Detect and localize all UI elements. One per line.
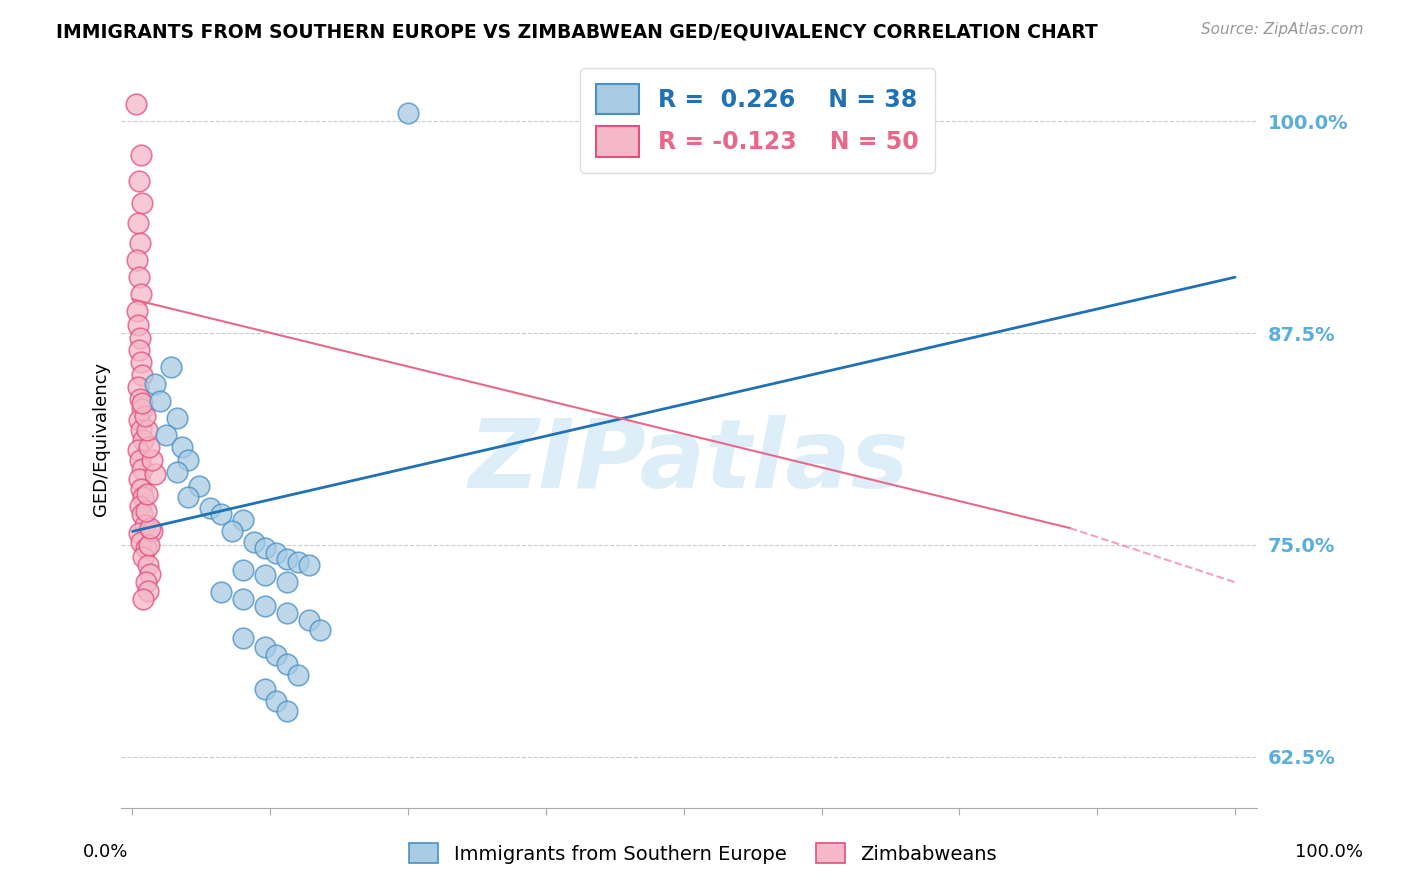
Point	[276, 575, 298, 590]
Point	[131, 368, 153, 383]
Point	[127, 216, 149, 230]
Point	[198, 500, 221, 515]
Point	[125, 97, 148, 112]
Point	[138, 440, 160, 454]
Point	[129, 331, 152, 345]
Point	[166, 465, 188, 479]
Point	[253, 599, 276, 613]
Point	[128, 472, 150, 486]
Point	[132, 433, 155, 447]
Point	[129, 423, 152, 437]
Point	[160, 359, 183, 374]
Point	[143, 376, 166, 391]
Point	[264, 546, 287, 560]
Point	[253, 681, 276, 696]
Y-axis label: GED/Equivalency: GED/Equivalency	[93, 362, 110, 516]
Point	[287, 555, 309, 569]
Point	[172, 440, 194, 454]
Point	[253, 568, 276, 582]
Point	[129, 148, 152, 162]
Point	[276, 657, 298, 671]
Text: 100.0%: 100.0%	[1295, 843, 1362, 861]
Point	[149, 393, 172, 408]
Point	[139, 521, 162, 535]
Point	[135, 575, 157, 590]
Point	[166, 410, 188, 425]
Text: IMMIGRANTS FROM SOUTHERN EUROPE VS ZIMBABWEAN GED/EQUIVALENCY CORRELATION CHART: IMMIGRANTS FROM SOUTHERN EUROPE VS ZIMBA…	[56, 22, 1098, 41]
Point	[232, 563, 254, 577]
Point	[136, 558, 159, 573]
Text: Source: ZipAtlas.com: Source: ZipAtlas.com	[1201, 22, 1364, 37]
Point	[128, 173, 150, 187]
Point	[141, 453, 163, 467]
Point	[139, 566, 162, 581]
Point	[135, 504, 157, 518]
Point	[276, 606, 298, 620]
Point	[276, 704, 298, 718]
Point	[131, 195, 153, 210]
Legend: Immigrants from Southern Europe, Zimbabweans: Immigrants from Southern Europe, Zimbabw…	[399, 833, 1007, 873]
Point	[129, 482, 152, 496]
Point	[143, 467, 166, 481]
Point	[138, 538, 160, 552]
Point	[176, 491, 198, 505]
Point	[127, 318, 149, 332]
Point	[264, 694, 287, 708]
Text: 0.0%: 0.0%	[83, 843, 128, 861]
Point	[242, 534, 264, 549]
Point	[129, 392, 152, 407]
Point	[298, 613, 321, 627]
Point	[134, 409, 156, 424]
Point	[128, 412, 150, 426]
Point	[131, 461, 153, 475]
Point	[125, 304, 148, 318]
Point	[209, 585, 232, 599]
Point	[253, 541, 276, 556]
Point	[136, 583, 159, 598]
Point	[127, 380, 149, 394]
Point	[232, 592, 254, 607]
Point	[128, 343, 150, 357]
Point	[287, 668, 309, 682]
Text: ZIPatlas: ZIPatlas	[470, 415, 910, 508]
Point	[176, 453, 198, 467]
Point	[232, 631, 254, 645]
Point	[128, 526, 150, 541]
Point	[135, 423, 157, 437]
Point	[128, 270, 150, 285]
Point	[209, 508, 232, 522]
Point	[396, 105, 419, 120]
Point	[134, 517, 156, 532]
Point	[129, 453, 152, 467]
Point	[135, 487, 157, 501]
Point	[132, 491, 155, 505]
Point	[131, 395, 153, 409]
Point	[129, 534, 152, 549]
Point	[155, 427, 177, 442]
Point	[276, 551, 298, 566]
Point	[125, 253, 148, 268]
Point	[129, 236, 152, 251]
Point	[264, 648, 287, 662]
Point	[127, 443, 149, 458]
Point	[135, 541, 157, 556]
Point	[132, 549, 155, 564]
Point	[129, 355, 152, 369]
Point	[131, 402, 153, 417]
Point	[129, 499, 152, 513]
Point	[129, 287, 152, 301]
Point	[253, 640, 276, 654]
Point	[298, 558, 321, 573]
Point	[131, 508, 153, 522]
Point	[187, 478, 209, 492]
Point	[132, 592, 155, 607]
Point	[141, 524, 163, 539]
Legend: R =  0.226    N = 38, R = -0.123    N = 50: R = 0.226 N = 38, R = -0.123 N = 50	[579, 68, 935, 173]
Point	[232, 512, 254, 526]
Point	[221, 524, 243, 539]
Point	[309, 623, 332, 637]
